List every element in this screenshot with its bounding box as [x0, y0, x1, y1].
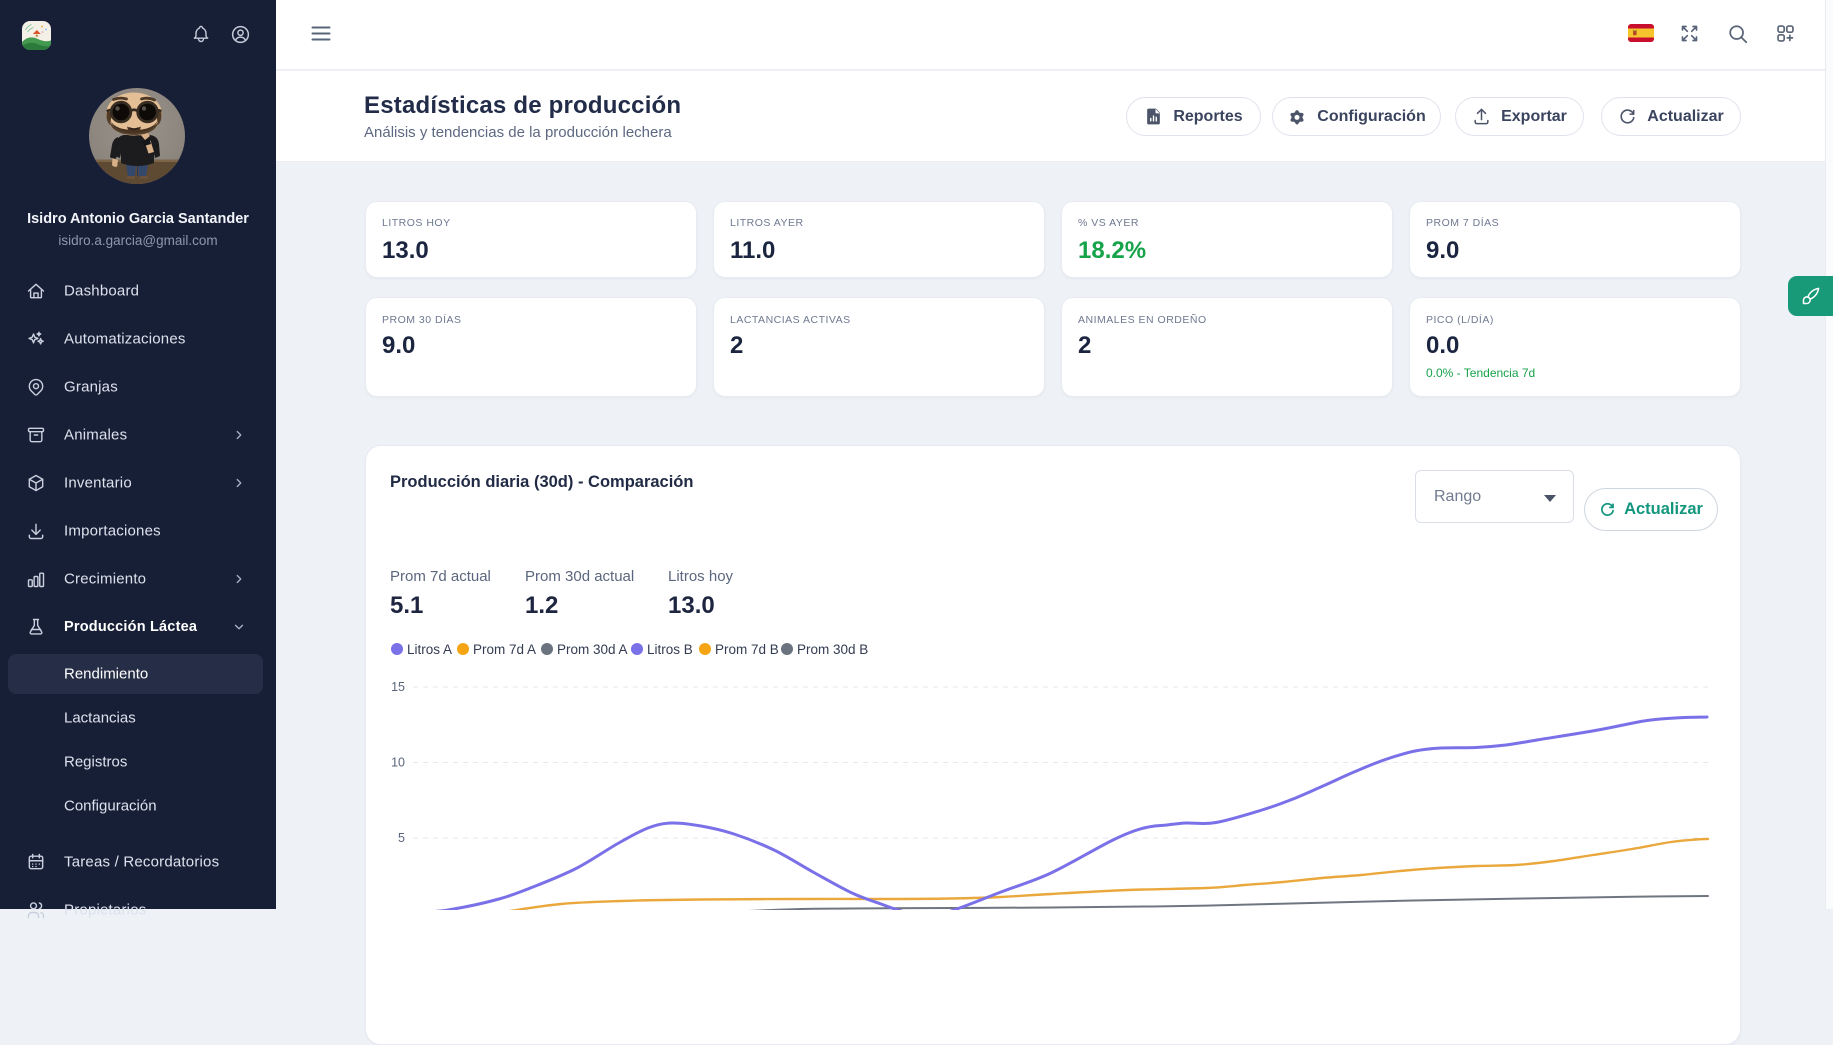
- svg-text:15: 15: [391, 680, 405, 694]
- svg-text:10: 10: [391, 756, 405, 770]
- svg-text:5: 5: [398, 831, 405, 845]
